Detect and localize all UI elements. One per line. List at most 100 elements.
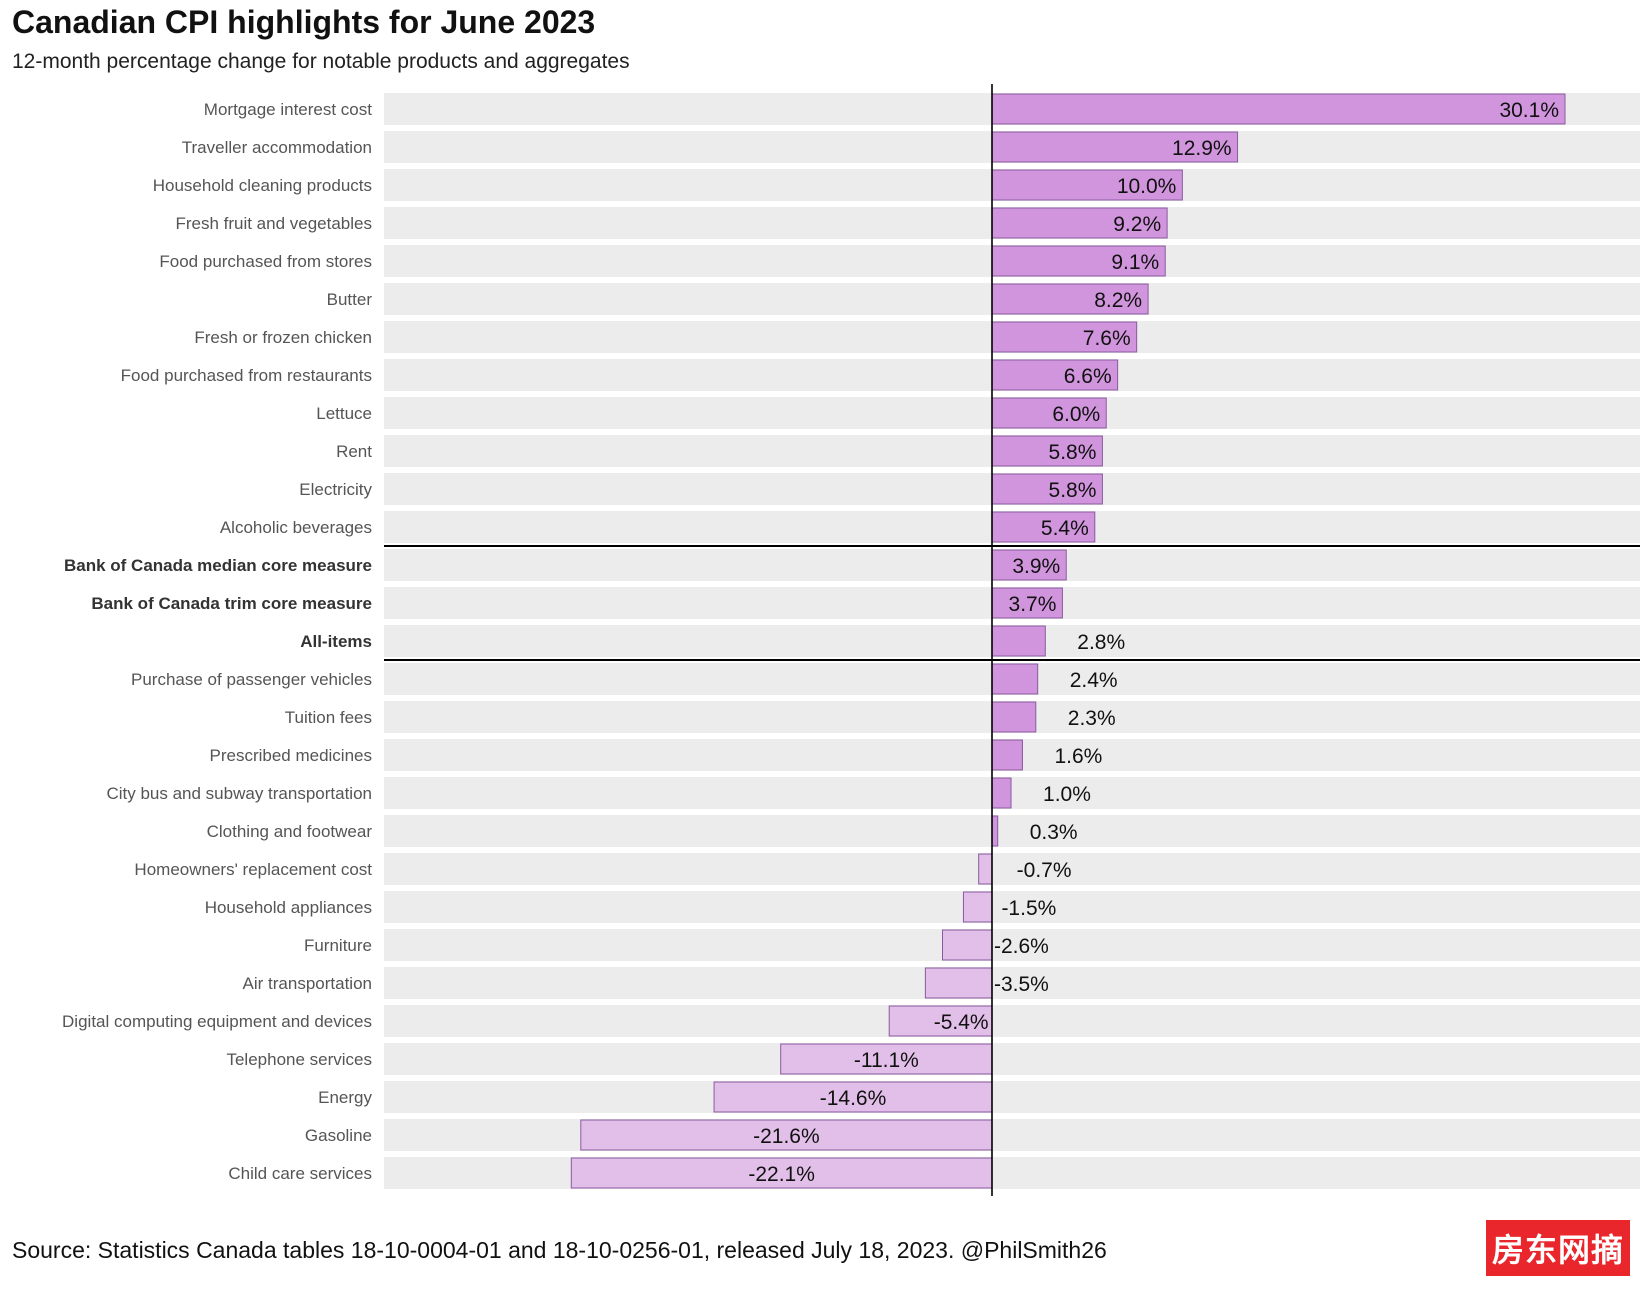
category-label: Fresh fruit and vegetables	[175, 214, 372, 233]
bar	[991, 245, 1166, 277]
value-label: 1.6%	[1054, 745, 1102, 768]
source-caption: Source: Statistics Canada tables 18-10-0…	[12, 1237, 1107, 1263]
bar	[991, 473, 1103, 505]
value-label: -1.5%	[1001, 897, 1056, 920]
bar	[991, 549, 1067, 581]
row-band	[384, 1119, 1640, 1151]
row-band	[384, 891, 1640, 923]
value-label: 1.0%	[1043, 783, 1091, 806]
value-label: 9.1%	[1111, 251, 1159, 274]
category-label: Bank of Canada trim core measure	[91, 594, 372, 613]
bar	[991, 777, 1012, 809]
bar	[978, 853, 993, 885]
bar	[991, 739, 1023, 771]
value-label: -3.5%	[994, 973, 1049, 996]
bar	[991, 663, 1039, 695]
value-label: 5.8%	[1049, 441, 1097, 464]
bar	[991, 587, 1063, 619]
value-label: 10.0%	[1117, 175, 1177, 198]
category-label: Food purchased from stores	[159, 252, 372, 271]
bar	[991, 169, 1183, 201]
value-label: -2.6%	[994, 935, 1049, 958]
row-band	[384, 1043, 1640, 1075]
category-label: Traveller accommodation	[182, 138, 372, 157]
category-label: Digital computing equipment and devices	[62, 1012, 372, 1031]
value-label: -5.4%	[934, 1011, 989, 1034]
category-label: Electricity	[299, 480, 372, 499]
category-label: Lettuce	[316, 404, 372, 423]
value-label: 3.7%	[1009, 593, 1057, 616]
bar	[962, 891, 993, 923]
bar	[924, 967, 993, 999]
bar	[991, 435, 1103, 467]
bar	[713, 1081, 993, 1113]
chart-subtitle: 12-month percentage change for notable p…	[12, 50, 630, 73]
value-label: 6.0%	[1052, 403, 1100, 426]
value-label: 5.4%	[1041, 517, 1089, 540]
category-label: Food purchased from restaurants	[121, 366, 372, 385]
value-label: 5.8%	[1049, 479, 1097, 502]
watermark-logo: 房东网摘	[1486, 1220, 1630, 1276]
category-label: Furniture	[304, 936, 372, 955]
value-label: -11.1%	[854, 1049, 919, 1072]
category-label: Prescribed medicines	[209, 746, 372, 765]
value-label: -22.1%	[748, 1163, 815, 1186]
value-label: 9.2%	[1113, 213, 1161, 236]
row-band	[384, 929, 1640, 961]
row-band	[384, 1005, 1640, 1037]
category-label: Telephone services	[226, 1050, 372, 1069]
value-label: 7.6%	[1083, 327, 1131, 350]
chart-title: Canadian CPI highlights for June 2023	[12, 4, 596, 40]
row-band	[384, 1081, 1640, 1113]
row-band	[384, 967, 1640, 999]
value-label: 30.1%	[1499, 99, 1559, 122]
category-label: Tuition fees	[285, 708, 372, 727]
bar	[991, 93, 1566, 125]
category-label: City bus and subway transportation	[106, 784, 372, 803]
category-label: Homeowners' replacement cost	[134, 860, 372, 879]
bar	[888, 1005, 993, 1037]
category-label: Air transportation	[243, 974, 372, 993]
bar	[991, 625, 1046, 657]
category-label: Bank of Canada median core measure	[64, 556, 372, 575]
category-label: Rent	[336, 442, 372, 461]
bar	[991, 207, 1168, 239]
value-label: 8.2%	[1094, 289, 1142, 312]
category-label: Household cleaning products	[153, 176, 372, 195]
category-label: Household appliances	[205, 898, 372, 917]
value-label: 6.6%	[1064, 365, 1112, 388]
value-label: 0.3%	[1030, 821, 1078, 844]
value-label: -0.7%	[1017, 859, 1072, 882]
watermark-text: 房东网摘	[1491, 1231, 1624, 1269]
bar	[991, 701, 1037, 733]
row-band	[384, 777, 1640, 809]
category-label: Butter	[327, 290, 373, 309]
value-label: -14.6%	[820, 1087, 887, 1110]
bar	[942, 929, 993, 961]
bar	[780, 1043, 993, 1075]
value-label: 3.9%	[1012, 555, 1060, 578]
category-label: Child care services	[228, 1164, 372, 1183]
bar	[991, 397, 1107, 429]
value-label: 2.4%	[1070, 669, 1118, 692]
category-label: Alcoholic beverages	[220, 518, 372, 537]
bar	[991, 511, 1096, 543]
row-band	[384, 815, 1640, 847]
bar	[991, 359, 1119, 391]
value-label: 2.8%	[1077, 631, 1125, 654]
bar	[991, 815, 999, 847]
bar	[991, 131, 1239, 163]
category-label: Clothing and footwear	[207, 822, 373, 841]
category-label: Fresh or frozen chicken	[194, 328, 372, 347]
category-label: Energy	[318, 1088, 372, 1107]
bar	[991, 283, 1149, 315]
category-label: All-items	[300, 632, 372, 651]
category-label: Mortgage interest cost	[204, 100, 372, 119]
value-label: 2.3%	[1068, 707, 1116, 730]
value-label: -21.6%	[753, 1125, 820, 1148]
category-label: Purchase of passenger vehicles	[131, 670, 372, 689]
category-label: Gasoline	[305, 1126, 372, 1145]
value-label: 12.9%	[1172, 137, 1232, 160]
row-band	[384, 853, 1640, 885]
